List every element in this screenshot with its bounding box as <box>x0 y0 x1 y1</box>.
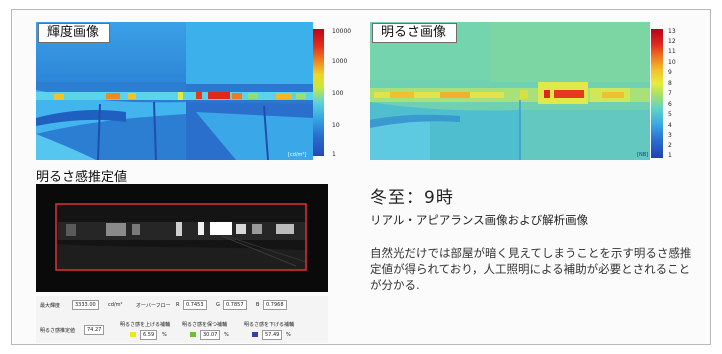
luminance-scale-label: 10 <box>332 122 340 129</box>
luminance-scale-label: 1 <box>332 151 336 158</box>
lower-label: 明るさ感を下げる補輔 <box>244 322 295 328</box>
estimate-label: 明るさ感推定値 <box>40 328 76 334</box>
estimation-readout: 最大輝度 3333.00 cd/m² オーバーフロー R 0.7453 G 0.… <box>36 296 328 343</box>
lower-percent: % <box>286 332 291 338</box>
luminance-title: 輝度画像 <box>38 23 111 43</box>
g-label: G <box>216 302 220 308</box>
keep-label: 明るさ感を保つ補輔 <box>182 322 228 328</box>
raise-percent: % <box>162 332 167 338</box>
brightness-scale-label: 3 <box>668 132 672 139</box>
caption-body: 自然光だけでは部屋が暗く見えてしまうことを示す明るさ感推定値が得られており，人工… <box>370 246 692 292</box>
max-luminance-field: 3333.00 <box>72 300 99 310</box>
brightness-title: 明るさ画像 <box>372 23 458 43</box>
caption-heading: 冬至：9時 <box>370 188 454 208</box>
appearance-photo <box>36 184 328 292</box>
brightness-scale-label: 13 <box>668 28 676 35</box>
caption-subheading: リアル・アピアランス画像および解析画像 <box>370 213 589 227</box>
lower-swatch <box>252 332 258 337</box>
r-label: R <box>176 302 180 308</box>
brightness-scale-label: 12 <box>668 38 676 45</box>
brightness-scale-label: 9 <box>668 69 672 76</box>
luminance-image <box>36 22 313 160</box>
r-field: 0.7453 <box>183 300 207 310</box>
keep-percent: % <box>224 332 229 338</box>
raise-swatch <box>130 332 136 337</box>
keep-field: 30.07 <box>200 330 221 340</box>
brightness-scale-label: 4 <box>668 122 672 129</box>
g-field: 0.7857 <box>223 300 247 310</box>
luminance-unit: [cd/m²] <box>288 152 307 158</box>
brightness-scale-label: 2 <box>668 142 672 149</box>
keep-swatch <box>190 332 196 337</box>
estimate-field: 74.27 <box>84 325 105 335</box>
luminance-scale-label: 100 <box>332 90 344 97</box>
luminance-scale-label: 1000 <box>332 58 348 65</box>
brightness-scale-label: 7 <box>668 90 672 97</box>
b-label: B <box>256 302 260 308</box>
brightness-scale-label: 5 <box>668 111 672 118</box>
brightness-scale-label: 6 <box>668 101 672 108</box>
luminance-scale-label: 10000 <box>332 28 352 35</box>
brightness-image <box>370 22 650 160</box>
brightness-scale-label: 1 <box>668 152 672 159</box>
max-luminance-unit: cd/m² <box>108 302 123 308</box>
raise-field: 6.59 <box>140 330 158 340</box>
brightness-colorbar <box>651 29 663 158</box>
raise-label: 明るさ感を上げる補輔 <box>120 322 171 328</box>
brightness-scale-label: 10 <box>668 59 676 66</box>
lower-field: 57.49 <box>262 330 283 340</box>
max-luminance-label: 最大輝度 <box>40 303 61 309</box>
brightness-scale-label: 8 <box>668 80 672 87</box>
overflow-label: オーバーフロー <box>136 303 171 309</box>
estimation-title: 明るさ感推定値 <box>36 170 128 185</box>
luminance-colorbar <box>313 29 324 156</box>
brightness-unit: [NB] <box>637 152 649 158</box>
b-field: 0.7968 <box>263 300 287 310</box>
brightness-scale-label: 11 <box>668 48 676 55</box>
